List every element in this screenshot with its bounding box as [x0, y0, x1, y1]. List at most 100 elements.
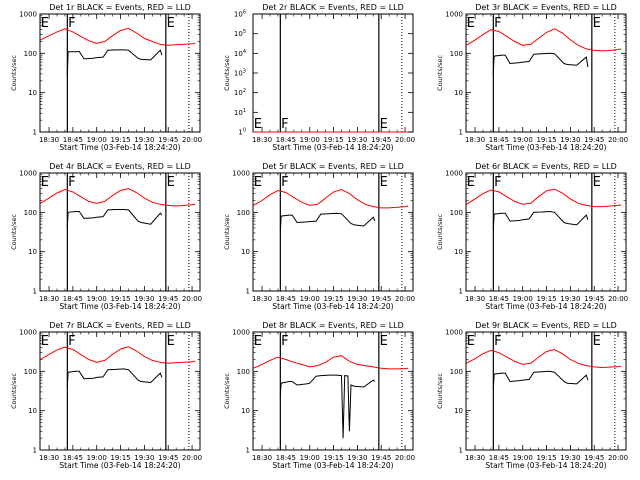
- flag-label: E: [467, 334, 475, 349]
- y-tick-label: 100: [450, 209, 463, 217]
- y-axis-label: Counts/sec: [10, 214, 18, 250]
- x-tick-label: 19:15: [323, 295, 343, 303]
- y-axis-label: Counts/sec: [436, 373, 444, 409]
- y-tick-label: 1000: [232, 329, 250, 337]
- events-series-line: [66, 368, 163, 388]
- x-tick-label: 19:15: [110, 454, 130, 462]
- x-tick-label: 19:15: [536, 454, 556, 462]
- flag-label: F: [494, 334, 501, 349]
- y-tick-label: 10: [28, 89, 37, 97]
- y-tick-label: 100: [24, 209, 37, 217]
- y-axis-label: Counts/sec: [223, 55, 231, 91]
- y-tick-label: 104: [234, 49, 246, 58]
- lld-series-line: [40, 188, 196, 207]
- y-axis-label: Counts/sec: [436, 214, 444, 250]
- panel-det-2: Det 2r BLACK = Events, RED = LLD10101102…: [223, 3, 415, 152]
- x-tick-label: 18:30: [465, 136, 485, 144]
- flag-label: E: [467, 16, 475, 31]
- y-tick-label: 1000: [19, 170, 37, 178]
- x-tick-label: 19:45: [584, 454, 604, 462]
- x-tick-label: 20:00: [182, 454, 202, 462]
- y-tick-exponent: 4: [243, 49, 246, 55]
- x-tick-label: 18:30: [465, 295, 485, 303]
- x-tick-label: 18:45: [276, 136, 296, 144]
- flag-label: F: [68, 175, 75, 190]
- x-tick-label: 19:45: [371, 295, 391, 303]
- panel-det-4: Det 4r BLACK = Events, RED = LLD 1 10 100 10…: [10, 162, 202, 311]
- y-tick-label: 100: [450, 50, 463, 58]
- y-axis-label: Counts/sec: [10, 55, 18, 91]
- y-tick-label: 1000: [19, 11, 37, 19]
- x-tick-label: 19:00: [87, 454, 107, 462]
- panel-title: Det 4r BLACK = Events, RED = LLD: [49, 162, 191, 171]
- panel-title: Det 8r BLACK = Events, RED = LLD: [262, 321, 404, 330]
- panel-det-7: Det 7r BLACK = Events, RED = LLD 1 10 100 10…: [10, 321, 202, 470]
- y-tick-label: 10: [454, 407, 463, 415]
- x-tick-label: 19:30: [347, 454, 367, 462]
- panel-title: Det 9r BLACK = Events, RED = LLD: [475, 321, 617, 330]
- x-tick-label: 19:45: [158, 454, 178, 462]
- flag-label: F: [281, 334, 288, 349]
- x-tick-label: 18:30: [252, 136, 272, 144]
- x-tick-label: 19:30: [560, 136, 580, 144]
- y-tick-label: 1000: [19, 329, 37, 337]
- panel-det-9: Det 9r BLACK = Events, RED = LLD 1 10 100 10…: [436, 321, 628, 470]
- flag-label: E: [467, 175, 475, 190]
- panel-det-1: Det 1r BLACK = Events, RED = LLD 1 10 100 10…: [10, 3, 202, 152]
- x-tick-label: 19:00: [87, 136, 107, 144]
- y-tick-exponent: 3: [243, 69, 246, 75]
- events-series-line: [279, 212, 376, 233]
- plot-frame: [252, 13, 414, 133]
- plot-frame: [465, 13, 627, 133]
- x-tick-label: 19:30: [134, 454, 154, 462]
- flag-label: E: [41, 175, 49, 190]
- flag-label: E: [380, 334, 388, 349]
- x-tick-label: 20:00: [395, 295, 415, 303]
- x-tick-label: 19:15: [323, 136, 343, 144]
- x-tick-label: 18:30: [252, 454, 272, 462]
- flag-label: E: [593, 16, 601, 31]
- plot-frame: [39, 331, 201, 451]
- x-tick-label: 19:30: [134, 295, 154, 303]
- x-tick-label: 18:45: [63, 454, 83, 462]
- y-tick-label: 1000: [445, 11, 463, 19]
- x-tick-label: 19:45: [158, 295, 178, 303]
- x-axis-label: Start Time (03-Feb-14 18:24:20): [272, 461, 393, 470]
- x-tick-label: 19:30: [560, 454, 580, 462]
- plot-frame: [465, 172, 627, 292]
- x-tick-label: 19:45: [371, 136, 391, 144]
- x-axis-label: Start Time (03-Feb-14 18:24:20): [272, 143, 393, 152]
- y-tick-label: 101: [234, 108, 246, 117]
- panel-det-5: Det 5r BLACK = Events, RED = LLD 1 10 100 10…: [223, 162, 415, 311]
- y-tick-label: 1000: [445, 170, 463, 178]
- x-tick-label: 19:45: [584, 136, 604, 144]
- panel-title: Det 2r BLACK = Events, RED = LLD: [262, 3, 404, 12]
- lld-series-line: [253, 355, 409, 370]
- flag-label: E: [380, 117, 388, 132]
- x-tick-label: 19:45: [158, 136, 178, 144]
- flag-label: F: [281, 117, 288, 132]
- panel-title: Det 6r BLACK = Events, RED = LLD: [475, 162, 617, 171]
- x-tick-label: 19:00: [300, 454, 320, 462]
- y-axis-label: Counts/sec: [10, 373, 18, 409]
- x-axis-label: Start Time (03-Feb-14 18:24:20): [59, 143, 180, 152]
- y-tick-exponent: 2: [243, 88, 246, 94]
- y-tick-label: 1: [33, 447, 37, 455]
- flag-label: E: [167, 16, 175, 31]
- x-tick-label: 18:45: [489, 295, 509, 303]
- panel-title: Det 5r BLACK = Events, RED = LLD: [262, 162, 404, 171]
- x-axis-label: Start Time (03-Feb-14 18:24:20): [59, 302, 180, 311]
- x-tick-label: 19:00: [513, 454, 533, 462]
- panel-det-8: Det 8r BLACK = Events, RED = LLD 1 10 100 10…: [223, 321, 415, 470]
- y-tick-label: 1: [246, 447, 250, 455]
- x-tick-label: 19:00: [513, 295, 533, 303]
- flag-label: E: [593, 175, 601, 190]
- flag-label: E: [593, 334, 601, 349]
- x-tick-label: 20:00: [608, 136, 628, 144]
- x-tick-label: 20:00: [182, 295, 202, 303]
- y-tick-label: 100: [24, 50, 37, 58]
- x-tick-label: 19:15: [536, 295, 556, 303]
- x-axis-label: Start Time (03-Feb-14 18:24:20): [485, 143, 606, 152]
- y-tick-label: 106: [234, 10, 246, 19]
